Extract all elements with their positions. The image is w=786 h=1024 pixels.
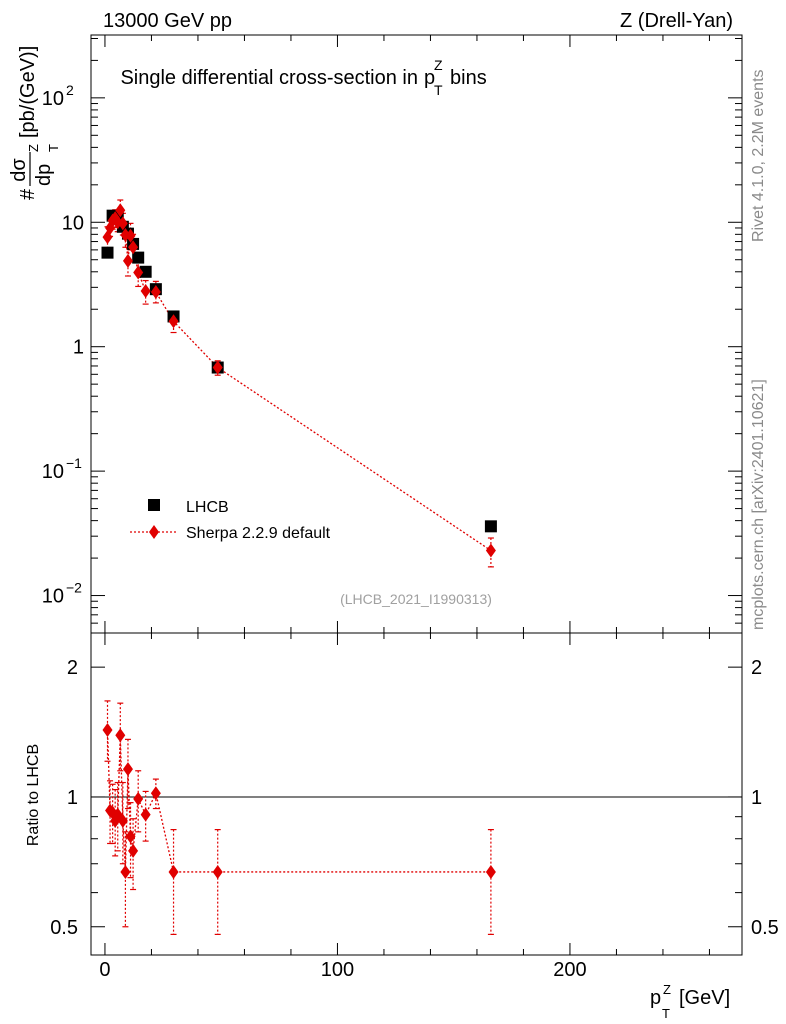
- sherpa-connecting-line: [106, 210, 492, 552]
- main-frame: [90, 34, 743, 634]
- ratio-data-point: [128, 843, 139, 858]
- main-y-tick-label: 10: [42, 461, 64, 483]
- xlabel-var-sup: Z: [663, 982, 671, 997]
- ratio-y-tick-label-left: 1: [67, 787, 78, 809]
- ratio-axis-ticks: [91, 633, 742, 955]
- lhcb-data-point: [101, 246, 114, 259]
- sherpa-data-point: [150, 285, 161, 300]
- ratio-data-point: [120, 864, 131, 879]
- x-tick-label: 100: [321, 959, 354, 981]
- ratio-connecting-line: [106, 729, 491, 873]
- xlabel-unit: [GeV]: [679, 987, 730, 1009]
- ratio-frame: [90, 632, 743, 956]
- lhcb-data-point: [484, 520, 497, 533]
- ratio-y-tick-label-left: 0.5: [50, 917, 78, 939]
- header-left: 13000 GeV pp: [103, 10, 232, 32]
- chart-title-text: Single differential cross-section in: [120, 67, 418, 89]
- chart-title-var-sup: Z: [434, 57, 443, 73]
- ratio-data-point: [140, 807, 151, 822]
- xlabel-var: p: [650, 987, 661, 1009]
- ratio-y-tick-label-right: 2: [751, 657, 762, 679]
- x-tick-label: 0: [99, 959, 110, 981]
- main-y-tick-label: 1: [73, 337, 84, 359]
- ratio-data-point: [115, 728, 126, 743]
- analysis-id: (LHCB_2021_I1990313): [340, 591, 492, 607]
- sherpa-data-point: [128, 240, 139, 255]
- sherpa-data-point: [212, 360, 223, 375]
- main-y-tick-label: 10: [62, 212, 84, 234]
- main-y-tick-label: 10: [42, 88, 64, 110]
- chart-title-tail: bins: [450, 67, 487, 89]
- legend-lhcb-label: LHCB: [186, 499, 229, 516]
- x-axis-label: p Z T [GeV]: [650, 982, 730, 1021]
- ratio-y-axis-label: Ratio to LHCB: [25, 744, 42, 846]
- ratio-series-line: [106, 729, 491, 873]
- legend-sherpa-label: Sherpa 2.2.9 default: [186, 525, 331, 542]
- legend: LHCB Sherpa 2.2.9 default: [130, 499, 331, 542]
- main-y-tick-exponent: −2: [66, 580, 82, 596]
- ylabel-numerator: dσ: [8, 158, 30, 182]
- sherpa-series-line: [106, 210, 492, 552]
- chart-title: Single differential cross-section in: [120, 67, 418, 89]
- legend-sherpa-marker: [149, 525, 159, 539]
- sherpa-data-point: [140, 284, 151, 299]
- ratio-data-point: [117, 813, 128, 828]
- chart-title-var-sub: T: [434, 82, 443, 98]
- x-tick-label: 200: [553, 959, 586, 981]
- sherpa-data-point: [133, 265, 144, 280]
- sherpa-data-point: [168, 314, 179, 329]
- legend-lhcb-marker: [148, 499, 160, 511]
- lhcb-series: [101, 209, 497, 533]
- ylabel-denominator: dp: [33, 164, 55, 186]
- ratio-data-point: [485, 864, 496, 879]
- ratio-y-tick-labels: 2 2 1 1 0.5 0.5: [50, 657, 779, 939]
- sherpa-data-point: [125, 228, 136, 243]
- sherpa-series: [102, 203, 496, 558]
- ylabel-unit: [pb/(GeV)]: [17, 46, 39, 138]
- sherpa-data-point: [117, 216, 128, 231]
- main-y-tick-exponent: −1: [66, 455, 82, 471]
- ratio-y-tick-label-right: 1: [751, 787, 762, 809]
- main-axis-ticks: [91, 35, 742, 634]
- ratio-y-tick-label-left: 2: [67, 657, 78, 679]
- ratio-data-point: [133, 791, 144, 806]
- ratio-data-point: [212, 864, 223, 879]
- main-y-tick-label: 10: [42, 586, 64, 608]
- ratio-data-point: [150, 786, 161, 801]
- ratio-data-point: [122, 762, 133, 777]
- ylabel-prefix: #: [17, 188, 39, 200]
- rivet-version-label: Rivet 4.1.0, 2.2M events: [750, 69, 767, 242]
- chart-title-var: p: [424, 67, 435, 89]
- ratio-data-point: [102, 722, 113, 737]
- ylabel-denominator-sup: Z: [26, 144, 41, 152]
- xlabel-var-sub: T: [662, 1006, 670, 1021]
- lhcb-data-point: [139, 265, 152, 278]
- ratio-panel: 2 2 1 1 0.5 0.5 0 100 200 Ratio to LHCB p Z T […: [25, 632, 779, 1021]
- ratio-data-point: [125, 829, 136, 844]
- main-y-axis-label: # dσ dp Z T [pb/(GeV)]: [8, 46, 61, 200]
- sherpa-data-point: [115, 203, 126, 218]
- chart-title-var-p: p: [424, 67, 435, 89]
- lhcb-data-point: [132, 251, 145, 264]
- mcplots-label: mcplots.cern.ch [arXiv:2401.10621]: [750, 379, 767, 630]
- ratio-error-bars: [104, 700, 494, 936]
- ylabel-denominator-sub: T: [46, 144, 61, 152]
- sherpa-error-bars: [104, 199, 494, 568]
- ratio-y-tick-label-right: 0.5: [751, 917, 779, 939]
- ratio-x-tick-labels: 0 100 200: [99, 959, 586, 981]
- sherpa-data-point: [485, 543, 496, 558]
- ratio-series: [102, 722, 496, 879]
- main-y-tick-exponent: 2: [66, 82, 74, 98]
- sherpa-data-point: [122, 253, 133, 268]
- ratio-data-point: [168, 864, 179, 879]
- header-right: Z (Drell-Yan): [620, 10, 733, 32]
